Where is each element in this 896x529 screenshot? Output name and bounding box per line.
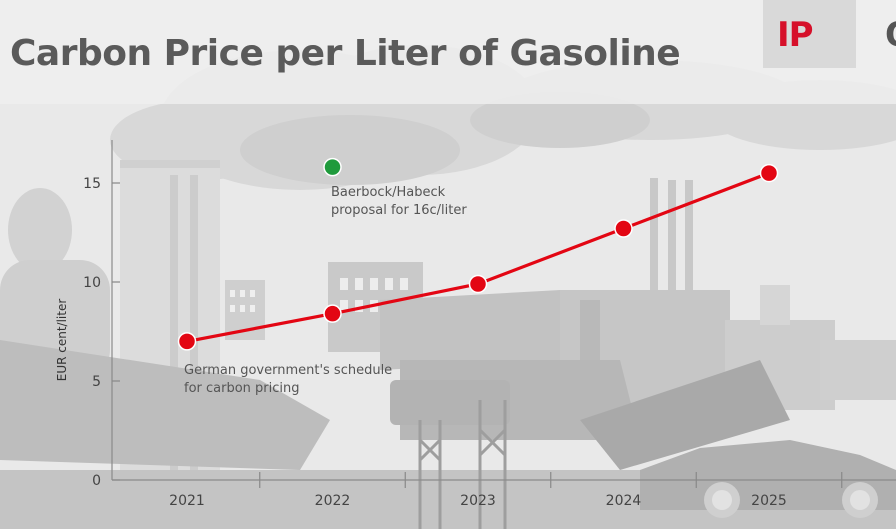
annotation-schedule-line: German government's schedule [184,363,392,378]
data-point [177,332,197,351]
y-tick-label: 0 [92,473,101,489]
x-tick-label: 2023 [460,493,496,509]
logo-text-q: Q [885,18,896,52]
data-point [759,163,779,183]
annotation-proposal-line: Baerbock/Habeck [331,185,446,200]
x-tick-label: 2021 [169,493,205,509]
x-tick-label: 2024 [606,493,642,509]
y-tick-label: 10 [83,275,101,291]
x-ticks: 2021 2022 2023 2024 2025 [169,472,843,509]
ipq-logo: IP Q [763,0,896,68]
title-band [0,0,896,104]
proposal-point [323,157,342,177]
y-tick-label: 15 [83,176,101,192]
annotation-schedule-line: for carbon pricing [184,381,300,396]
proposal-marker-group [323,157,342,177]
y-tick-label: 5 [92,374,101,390]
logo-text-ip: IP [777,15,814,55]
y-ticks: 0 5 10 15 [83,176,120,489]
data-point [614,219,633,238]
y-axis-label: EUR cent/liter [55,299,69,382]
series-line [186,171,770,343]
chart-title: Carbon Price per Liter of Gasoline [10,33,681,74]
x-tick-label: 2022 [315,493,351,509]
x-tick-label: 2025 [751,493,787,509]
data-point [323,304,342,323]
annotation-proposal-line: proposal for 16c/liter [331,203,467,218]
chart-axes [111,140,896,481]
data-point [468,274,488,294]
series-schedule [177,163,779,351]
annotations: German government's schedule for carbon p… [184,185,467,396]
